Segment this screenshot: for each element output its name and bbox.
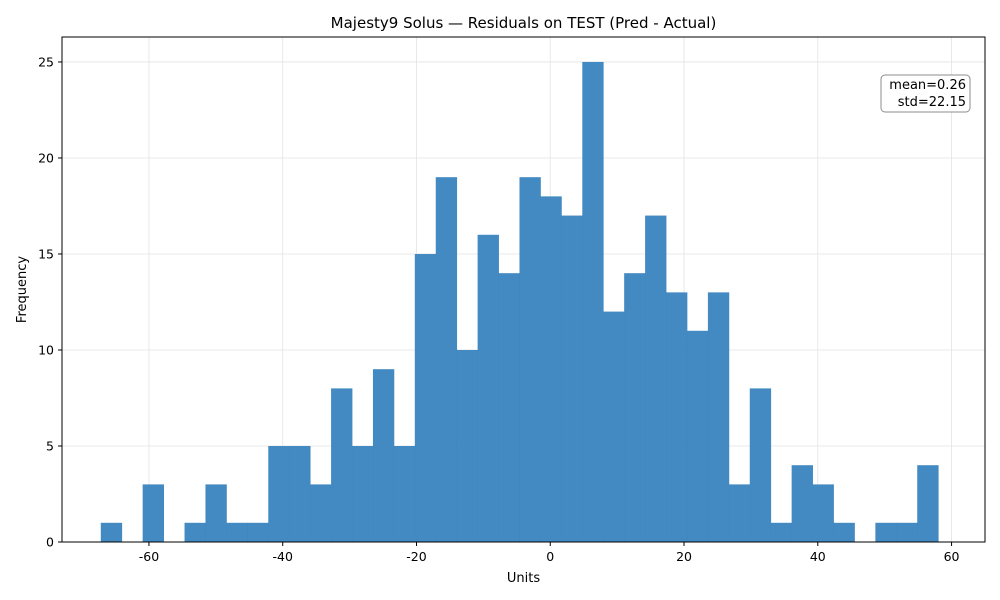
histogram-bar [833, 522, 855, 542]
histogram-bar [184, 522, 206, 542]
histogram-bar [100, 522, 123, 542]
histogram-bar [247, 522, 269, 542]
histogram-bar [875, 522, 897, 542]
histogram-bar [728, 484, 751, 542]
histogram-bar [226, 522, 248, 542]
histogram-bar [686, 330, 709, 542]
x-tick-label: 60 [944, 549, 960, 564]
histogram-bar [372, 369, 395, 542]
histogram-bar [561, 215, 583, 542]
x-tick-label: -60 [139, 549, 159, 564]
x-tick-label: 20 [676, 549, 692, 564]
histogram-bar [456, 349, 479, 542]
stats-mean: mean=0.26 [889, 78, 966, 93]
histogram-bar [477, 234, 499, 542]
histogram-bar [331, 388, 353, 542]
histogram-bar [917, 465, 939, 542]
histogram-bars [100, 61, 939, 543]
histogram-bar [205, 484, 227, 542]
y-tick-label: 25 [38, 54, 54, 69]
x-tick-label: 0 [546, 549, 554, 564]
stats-box: mean=0.26 std=22.15 [880, 74, 971, 113]
histogram-bar [624, 273, 646, 542]
histogram-bar [582, 61, 604, 543]
y-axis-ticks: 0 5 10 15 20 25 [38, 54, 62, 550]
y-tick-label: 20 [38, 150, 54, 165]
histogram-bar [812, 484, 834, 542]
y-tick-label: 15 [38, 246, 54, 261]
y-tick-label: 5 [46, 438, 54, 453]
histogram-bar [603, 311, 625, 542]
stats-box-frame [880, 74, 971, 113]
histogram-bar [352, 445, 374, 542]
histogram-bar [498, 273, 520, 542]
histogram-bar [707, 292, 730, 542]
histogram-bar [435, 177, 458, 543]
x-axis-label: Units [507, 571, 540, 586]
chart-title: Majesty9 Solus — Residuals on TEST (Pred… [331, 14, 717, 32]
histogram-bar [268, 445, 290, 542]
histogram-bar [310, 484, 332, 542]
x-axis-ticks: -60 -40 -20 0 20 40 60 [139, 542, 960, 564]
histogram-bar [414, 253, 437, 543]
x-tick-label: -20 [406, 549, 426, 564]
histogram-bar [540, 196, 562, 542]
histogram-bar [666, 292, 688, 542]
y-tick-label: 10 [38, 342, 54, 357]
histogram-bar [770, 522, 793, 542]
histogram-bar [142, 484, 164, 542]
histogram-bar [645, 215, 667, 542]
x-tick-label: -40 [273, 549, 293, 564]
histogram-bar [749, 388, 772, 542]
histogram-bar [289, 445, 311, 542]
stats-std: std=22.15 [898, 95, 966, 110]
histogram-bar [393, 445, 416, 542]
y-tick-label: 0 [46, 535, 54, 550]
histogram-bar [896, 522, 918, 542]
histogram-bar [519, 177, 541, 543]
y-axis-label: Frequency [15, 256, 30, 323]
x-tick-label: 40 [810, 549, 826, 564]
plot-frame [61, 36, 986, 543]
histogram-bar [791, 465, 813, 542]
